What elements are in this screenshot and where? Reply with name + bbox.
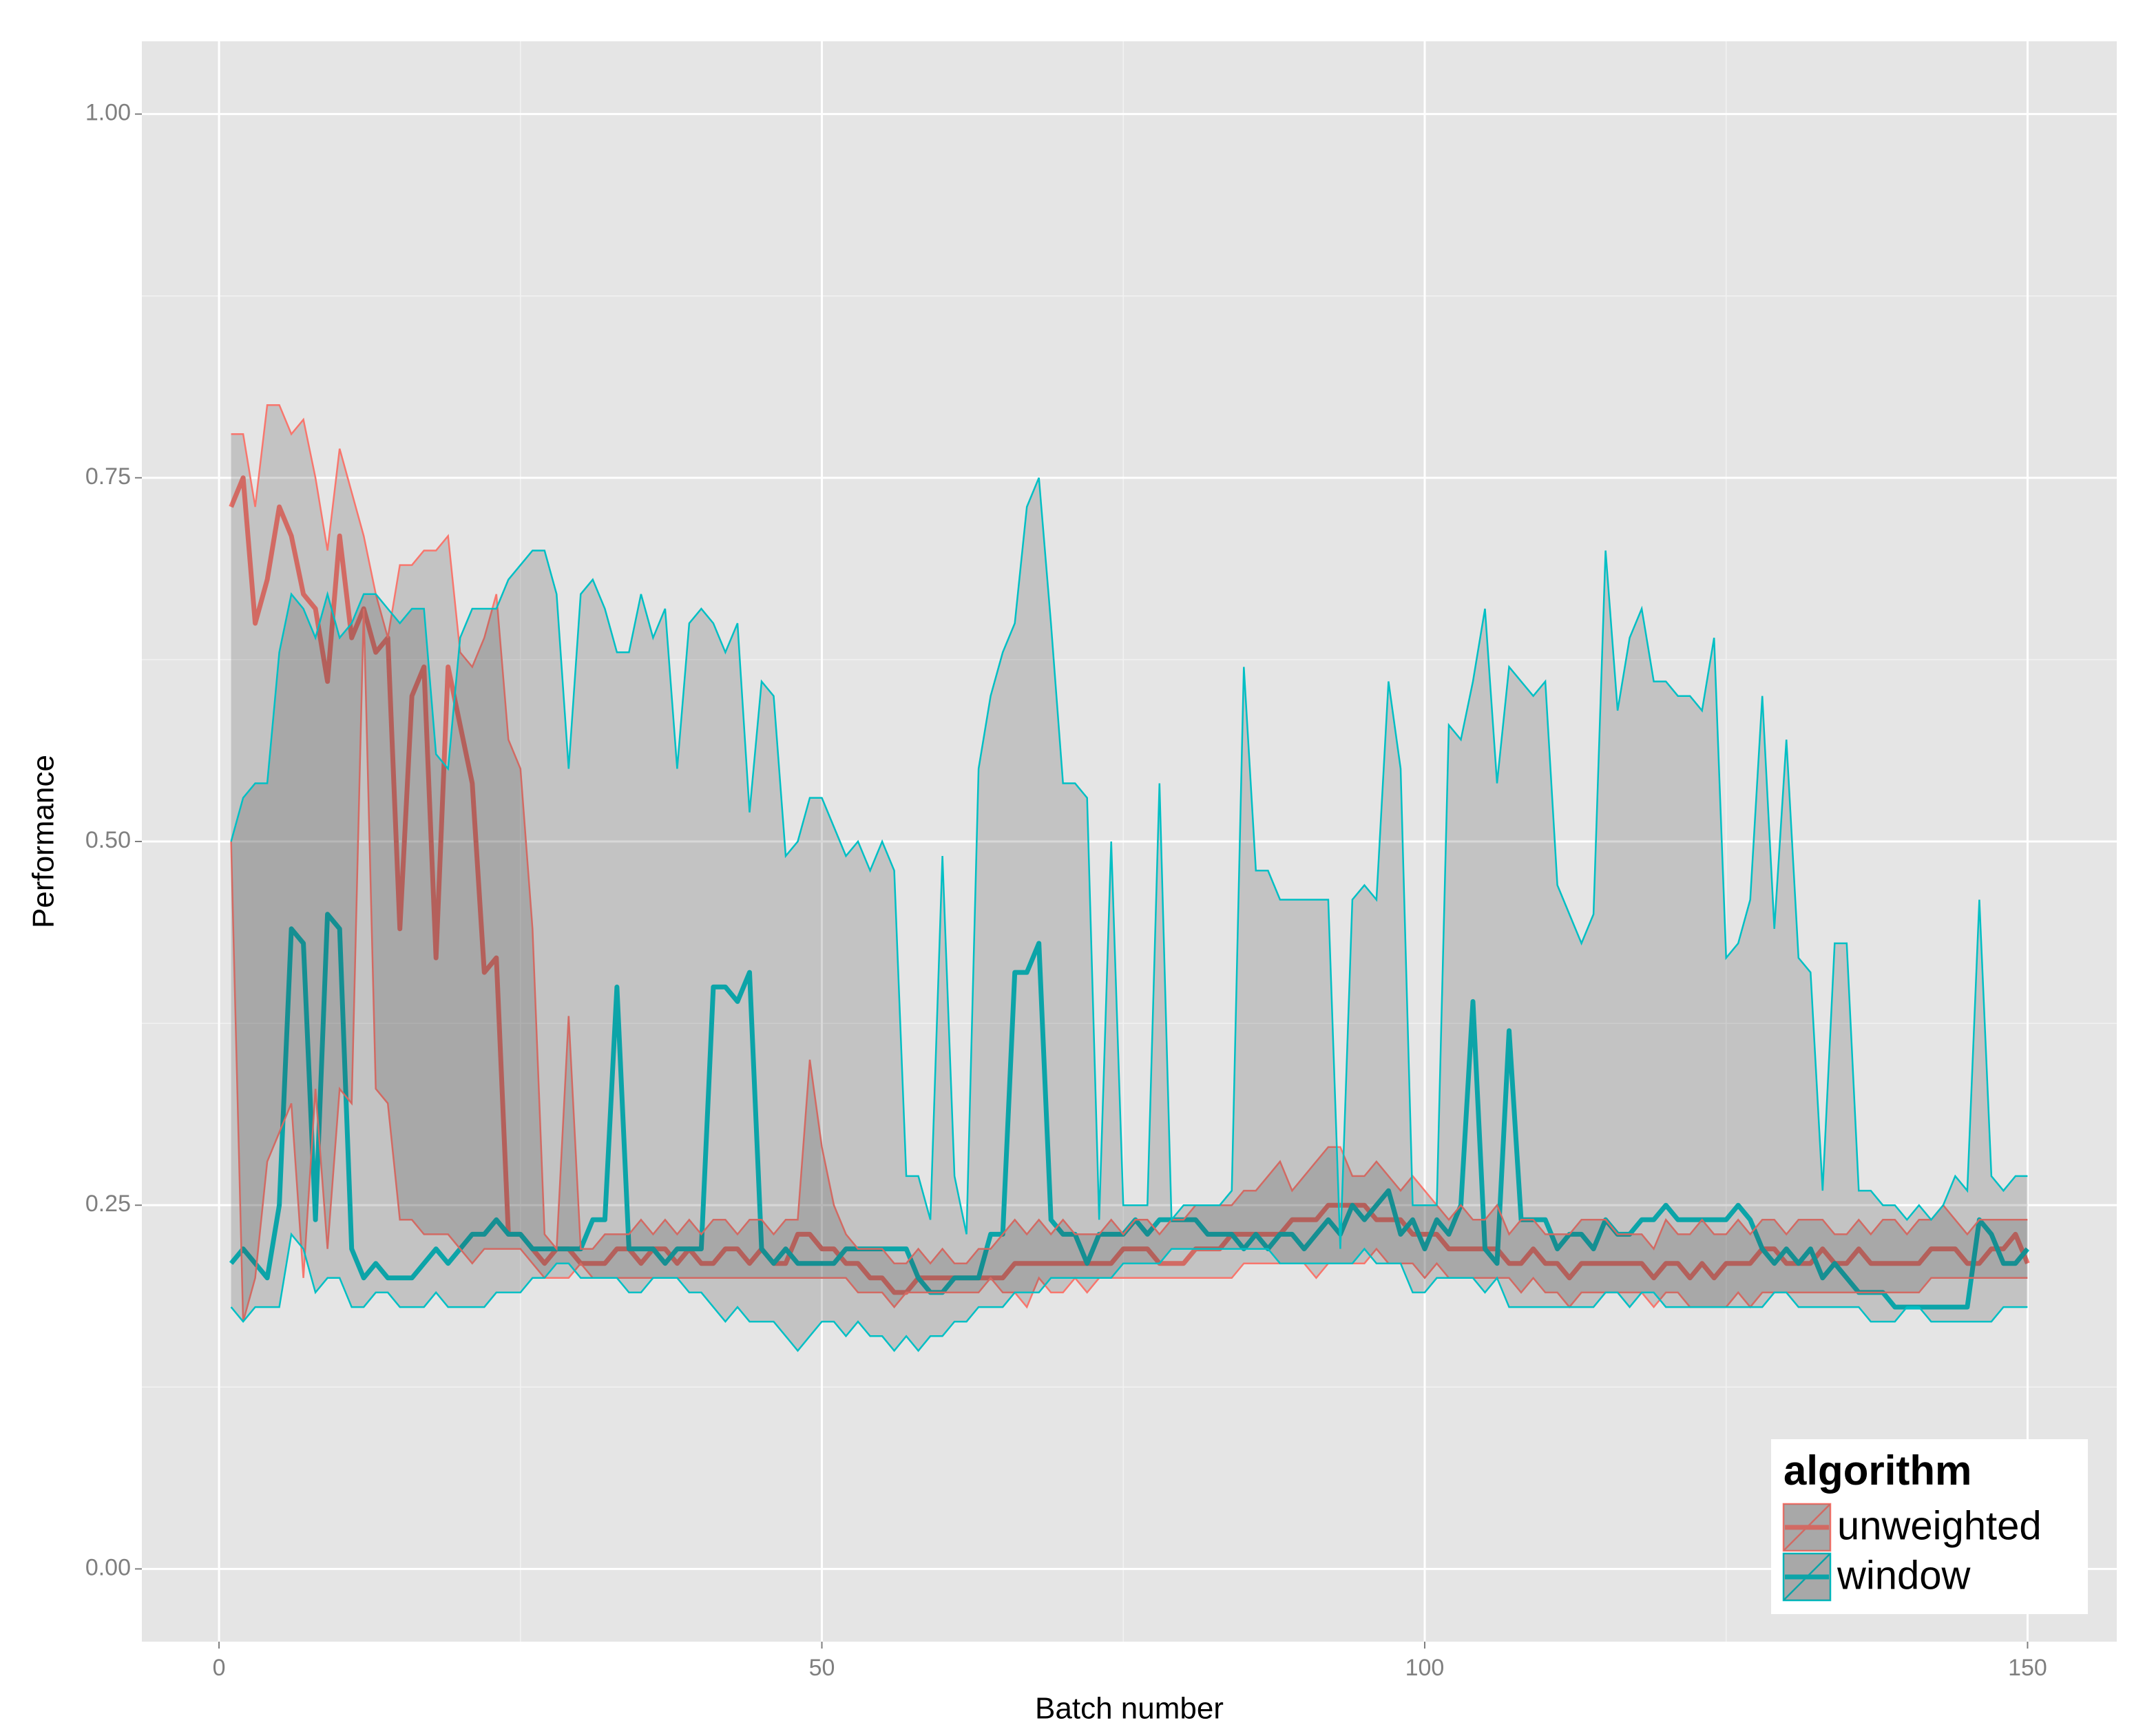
x-axis-title: Batch number (1035, 1692, 1224, 1726)
ribbon-upper (230, 477, 2028, 1249)
y-tick-label: 0.25 (85, 1191, 131, 1217)
y-tick-label: 1.00 (85, 100, 131, 126)
legend: algorithm unweighted window (1771, 1439, 2088, 1614)
legend-label: window (1837, 1553, 1971, 1598)
y-tick-label: 0.75 (85, 463, 131, 490)
x-tick-label: 150 (2008, 1655, 2047, 1681)
x-tick-label: 100 (1405, 1655, 1445, 1681)
legend-label: unweighted (1837, 1503, 2042, 1548)
ribbon-upper (231, 404, 2028, 1265)
legend-key-shade (1783, 1504, 1830, 1551)
x-tick-label: 50 (809, 1655, 835, 1681)
ribbon-lower (230, 608, 2028, 1322)
y-tick-label: 0.50 (85, 827, 131, 853)
y-axis-title: Performance (27, 755, 61, 928)
y-tick-label: 0.00 (85, 1554, 131, 1580)
legend-title: algorithm (1783, 1447, 1971, 1494)
ribbon-lower (230, 1232, 2028, 1352)
x-tick-label: 0 (213, 1655, 226, 1681)
ribbon-fill (231, 477, 2028, 1351)
legend-key-shade (1783, 1554, 1830, 1600)
